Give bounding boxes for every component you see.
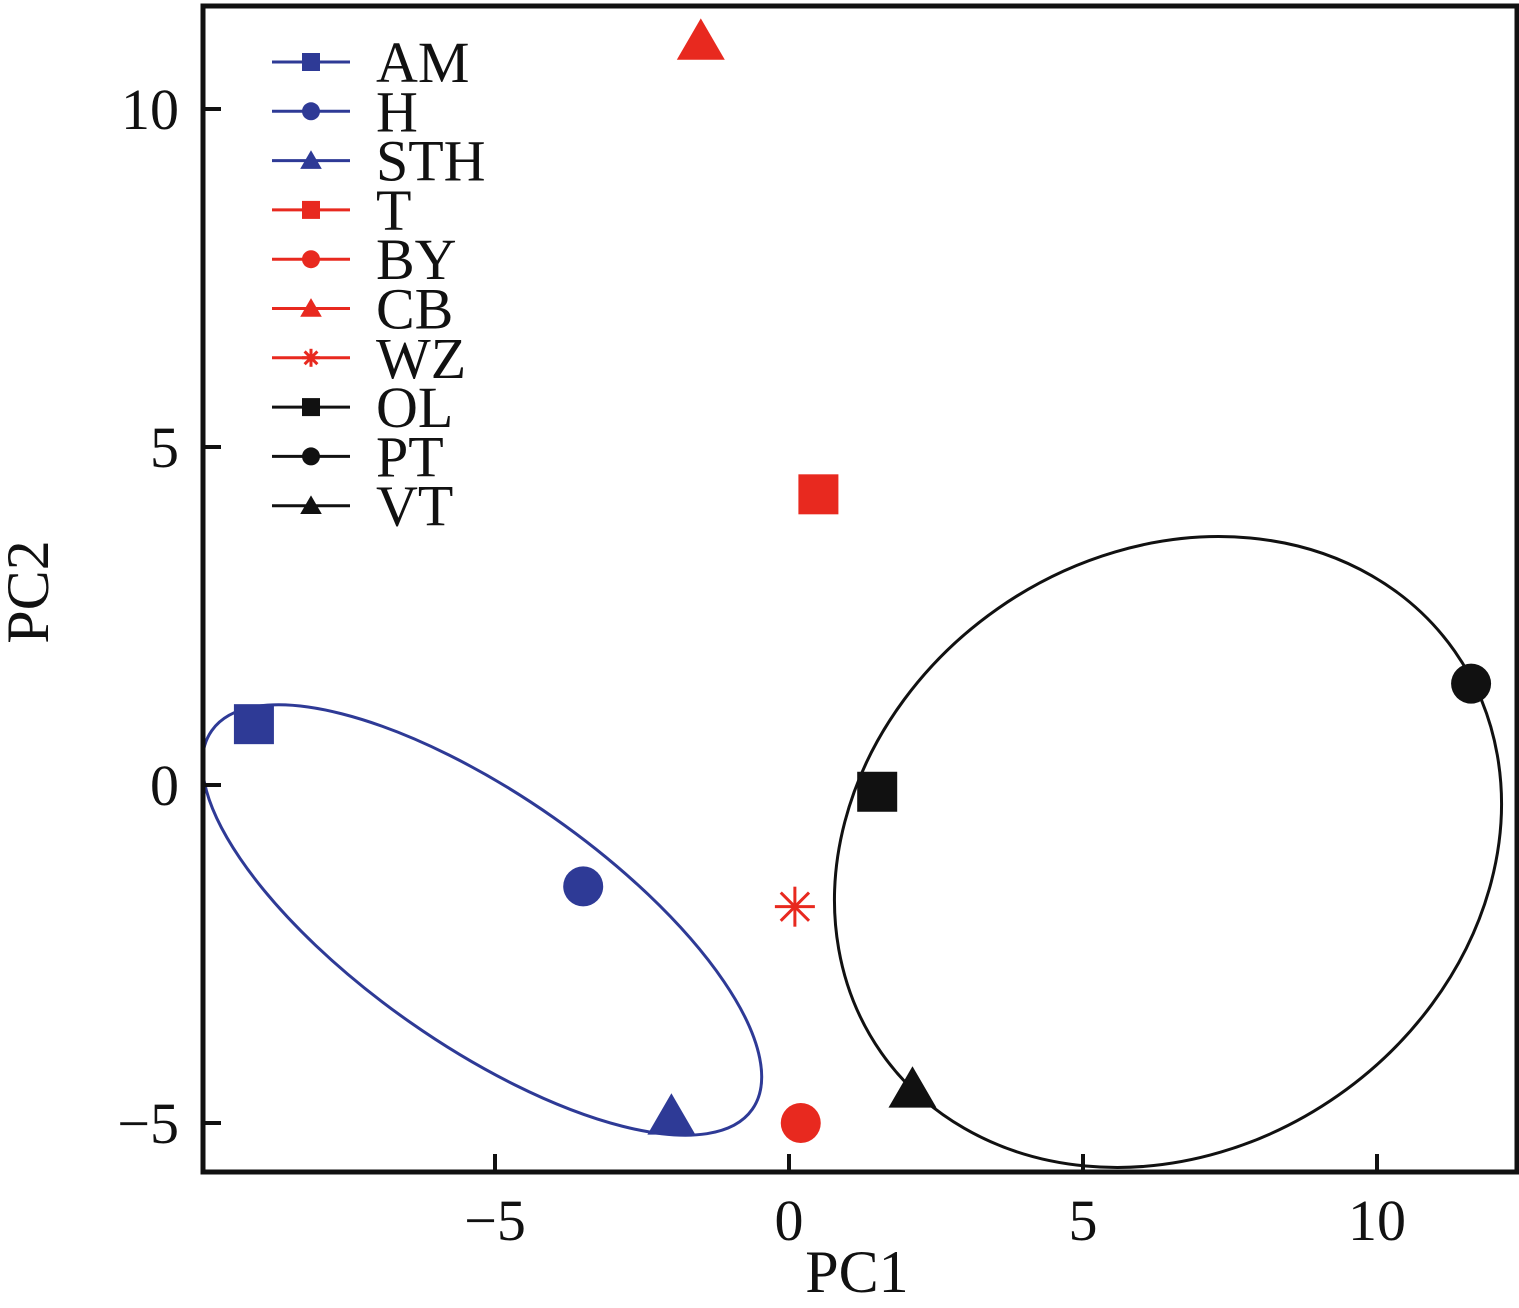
- point-pt: [1451, 663, 1492, 704]
- legend-item-pt: PT: [272, 424, 444, 489]
- legend-label: VT: [376, 474, 453, 539]
- x-tick-label: 0: [775, 1188, 804, 1253]
- legend-marker: [302, 53, 320, 71]
- legend-marker: [300, 150, 322, 169]
- plot-frame: [200, 3, 1519, 1175]
- point-t: [798, 474, 839, 515]
- legend-label: PT: [376, 424, 444, 489]
- legend-marker: [300, 298, 322, 317]
- legend-label: STH: [376, 129, 486, 194]
- legend-marker: [302, 398, 320, 417]
- legend-label: CB: [376, 277, 453, 342]
- y-tick-label: 5: [150, 415, 179, 480]
- legend-item-by: BY: [272, 227, 457, 292]
- y-tick-label: 0: [150, 753, 179, 818]
- cluster-ellipse-ol-pt-vt: [833, 535, 1503, 1169]
- legend-marker: [302, 348, 320, 367]
- point-by: [780, 1103, 821, 1143]
- data-points: [233, 18, 1492, 1143]
- cluster-ellipses: [200, 535, 1503, 1169]
- y-tick-label: 10: [121, 77, 179, 142]
- y-axis-title: PC2: [0, 540, 61, 643]
- legend-label: T: [376, 178, 411, 243]
- legend-label: OL: [376, 375, 453, 440]
- legend-item-h: H: [272, 79, 418, 144]
- plot-border: [200, 3, 1519, 1175]
- legend-label: AM: [376, 30, 469, 95]
- axis-ticks: −5 0 5 10 −5 0 5 10: [117, 77, 1406, 1253]
- point-cb: [676, 18, 725, 60]
- point-am: [233, 704, 274, 745]
- x-axis-title: PC1: [805, 1239, 908, 1303]
- asterisk-stroke: [303, 350, 319, 366]
- legend-marker: [302, 200, 320, 219]
- x-tick-label: −5: [464, 1188, 526, 1253]
- point-wz: [774, 886, 815, 927]
- point-ol: [857, 771, 898, 812]
- legend-marker: [302, 447, 320, 466]
- point-vt: [888, 1066, 937, 1108]
- y-tick-label: −5: [117, 1091, 179, 1156]
- point-sth: [647, 1093, 696, 1135]
- x-tick-label: 5: [1069, 1188, 1098, 1253]
- asterisk-stroke: [779, 891, 811, 922]
- legend-item-vt: VT: [272, 474, 453, 539]
- x-tick-label: 10: [1348, 1188, 1406, 1253]
- legend-label: WZ: [376, 326, 466, 391]
- legend-item-am: AM: [272, 30, 469, 95]
- legend-marker: [300, 495, 322, 514]
- point-h: [563, 866, 604, 907]
- legend-item-cb: CB: [272, 277, 453, 342]
- legend-item-ol: OL: [272, 375, 453, 440]
- legend-marker: [302, 102, 320, 121]
- legend-marker: [302, 250, 320, 269]
- legend-item-wz: WZ: [272, 326, 466, 391]
- legend-label: BY: [376, 227, 457, 292]
- legend-item-sth: STH: [272, 129, 486, 194]
- legend-item-t: T: [272, 178, 411, 243]
- legend-label: H: [376, 79, 418, 144]
- cluster-ellipse-am-h-sth: [200, 703, 764, 1137]
